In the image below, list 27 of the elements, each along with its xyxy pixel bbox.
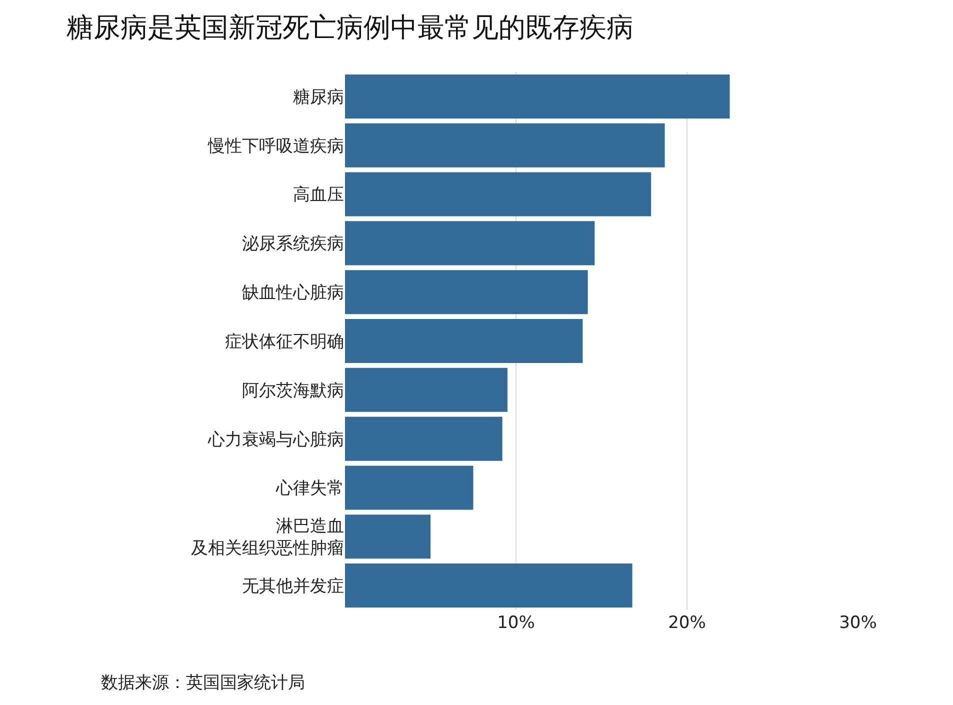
y-tick-label: 缺血性心脏病 [242,283,344,304]
bar [345,123,665,168]
bar [345,514,430,559]
y-tick-label: 泌尿系统疾病 [242,234,344,254]
x-tick-label: 20% [668,613,706,633]
y-tick-label: 慢性下呼吸道疾病 [207,136,344,156]
bar [345,466,474,510]
y-tick-label: 糖尿病 [293,87,344,108]
bar [345,172,652,216]
source-note: 数据来源：英国国家统计局 [101,673,305,693]
bar [345,564,632,608]
bar [345,74,730,118]
y-tick-label: 高血压 [293,185,344,206]
y-tick-label: 心律失常 [275,478,344,499]
y-tick-label: 阿尔茨海默病 [242,380,344,401]
bar [345,368,508,412]
y-tick-label: 无其他并发症 [242,576,344,596]
bar [345,416,502,461]
y-tick-label: 症状体征不明确 [225,332,344,352]
bar [345,270,588,314]
bar [345,221,595,266]
y-tick-label: 心力衰竭与心脏病 [207,430,344,450]
x-tick-label: 10% [497,613,535,633]
x-tick-label: 30% [839,613,877,633]
bar [345,318,583,364]
y-tick-label: 淋巴造血及相关组织恶性肿瘤 [191,516,344,559]
chart-title: 糖尿病是英国新冠死亡病例中最常见的既存疾病 [66,12,634,44]
